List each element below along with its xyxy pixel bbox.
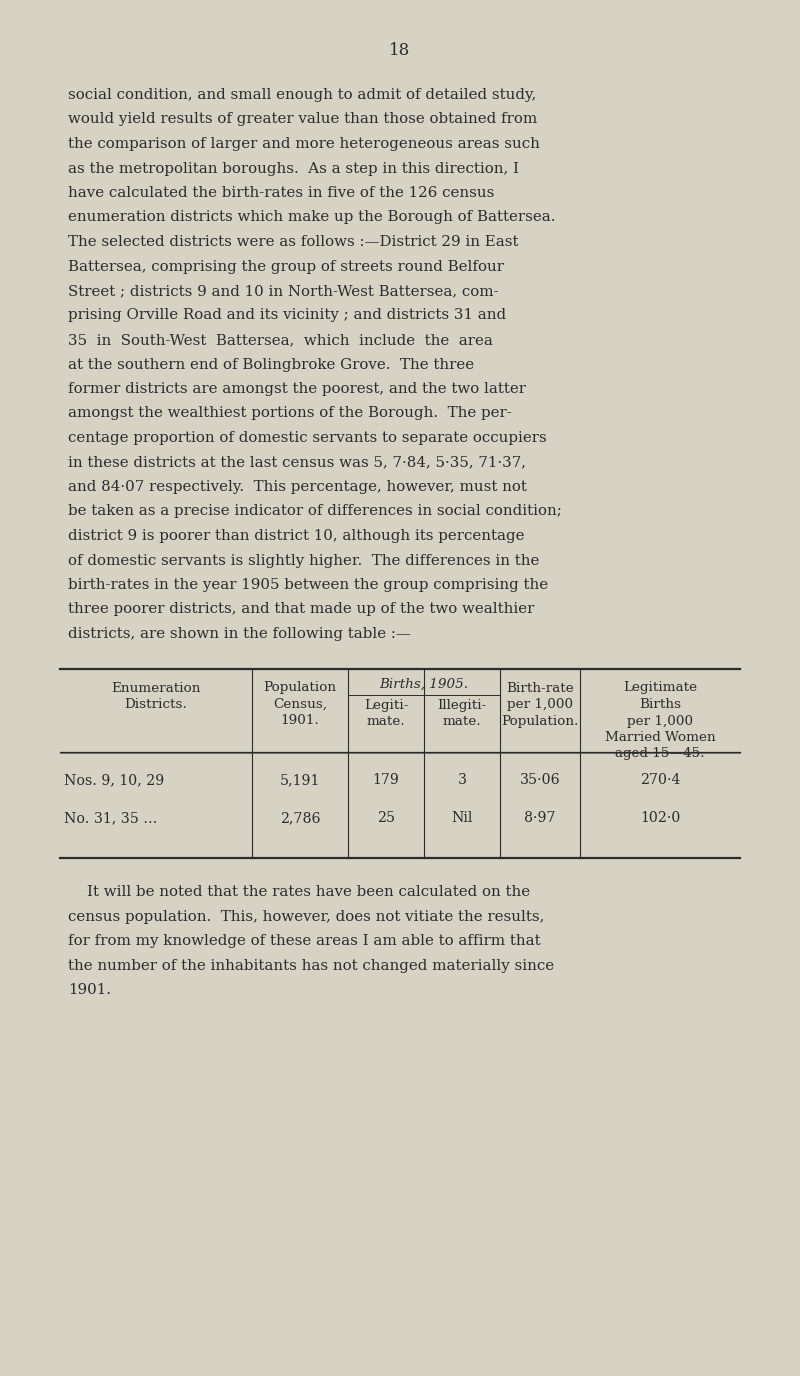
Text: 8·97: 8·97 [524,812,556,826]
Text: The selected districts were as follows :—District 29 in East: The selected districts were as follows :… [68,235,518,249]
Text: would yield results of greater value than those obtained from: would yield results of greater value tha… [68,113,538,127]
Text: three poorer districts, and that made up of the two wealthier: three poorer districts, and that made up… [68,603,534,616]
Text: have calculated the birth-rates in five of the 126 census: have calculated the birth-rates in five … [68,186,494,200]
Text: Street ; districts 9 and 10 in North-West Battersea, com-: Street ; districts 9 and 10 in North-Wes… [68,283,498,299]
Text: 270·4: 270·4 [640,773,680,787]
Text: 35  in  South-West  Battersea,  which  include  the  area: 35 in South-West Battersea, which includ… [68,333,493,347]
Text: of domestic servants is slightly higher.  The differences in the: of domestic servants is slightly higher.… [68,553,539,567]
Text: 102·0: 102·0 [640,812,680,826]
Text: birth-rates in the year 1905 between the group comprising the: birth-rates in the year 1905 between the… [68,578,548,592]
Text: districts, are shown in the following table :—: districts, are shown in the following ta… [68,627,411,641]
Text: Legiti-
mate.: Legiti- mate. [364,699,408,728]
Text: be taken as a precise indicator of differences in social condition;: be taken as a precise indicator of diffe… [68,505,562,519]
Text: Population
Census,
1901.: Population Census, 1901. [263,681,337,728]
Text: the comparison of larger and more heterogeneous areas such: the comparison of larger and more hetero… [68,138,540,151]
Text: 25: 25 [377,812,395,826]
Text: as the metropolitan boroughs.  As a step in this direction, I: as the metropolitan boroughs. As a step … [68,161,519,176]
Text: Enumeration
Districts.: Enumeration Districts. [111,681,201,711]
Text: Illegiti-
mate.: Illegiti- mate. [438,699,486,728]
Text: 18: 18 [390,43,410,59]
Text: 1901.: 1901. [68,984,111,998]
Text: 179: 179 [373,773,399,787]
Text: prising Orville Road and its vicinity ; and districts 31 and: prising Orville Road and its vicinity ; … [68,308,506,322]
Text: enumeration districts which make up the Borough of Battersea.: enumeration districts which make up the … [68,211,555,224]
Text: and 84·07 respectively.  This percentage, however, must not: and 84·07 respectively. This percentage,… [68,480,527,494]
Text: census population.  This, however, does not vitiate the results,: census population. This, however, does n… [68,910,544,925]
Text: No. 31, 35 ...: No. 31, 35 ... [64,812,158,826]
Text: 35·06: 35·06 [520,773,560,787]
Text: 3: 3 [458,773,466,787]
Text: for from my knowledge of these areas I am able to affirm that: for from my knowledge of these areas I a… [68,934,541,948]
Text: in these districts at the last census was 5, 7·84, 5·35, 71·37,: in these districts at the last census wa… [68,455,526,469]
Text: the number of the inhabitants has not changed materially since: the number of the inhabitants has not ch… [68,959,554,973]
Text: centage proportion of domestic servants to separate occupiers: centage proportion of domestic servants … [68,431,546,444]
Text: Nos. 9, 10, 29: Nos. 9, 10, 29 [64,773,164,787]
Text: Legitimate
Births
per 1,000
Married Women
aged 15—45.: Legitimate Births per 1,000 Married Wome… [605,681,715,761]
Text: former districts are amongst the poorest, and the two latter: former districts are amongst the poorest… [68,383,526,396]
Text: social condition, and small enough to admit of detailed study,: social condition, and small enough to ad… [68,88,536,102]
Text: It will be noted that the rates have been calculated on the: It will be noted that the rates have bee… [68,886,530,900]
Text: Birth-rate
per 1,000
Population.: Birth-rate per 1,000 Population. [502,681,578,728]
Text: Births, 1905.: Births, 1905. [379,677,469,691]
Text: 5,191: 5,191 [280,773,320,787]
Text: Battersea, comprising the group of streets round Belfour: Battersea, comprising the group of stree… [68,260,504,274]
Text: 2,786: 2,786 [280,812,320,826]
Text: Nil: Nil [451,812,473,826]
Text: amongst the wealthiest portions of the Borough.  The per-: amongst the wealthiest portions of the B… [68,406,512,421]
Text: district 9 is poorer than district 10, although its percentage: district 9 is poorer than district 10, a… [68,528,525,544]
Text: at the southern end of Bolingbroke Grove.  The three: at the southern end of Bolingbroke Grove… [68,358,474,372]
